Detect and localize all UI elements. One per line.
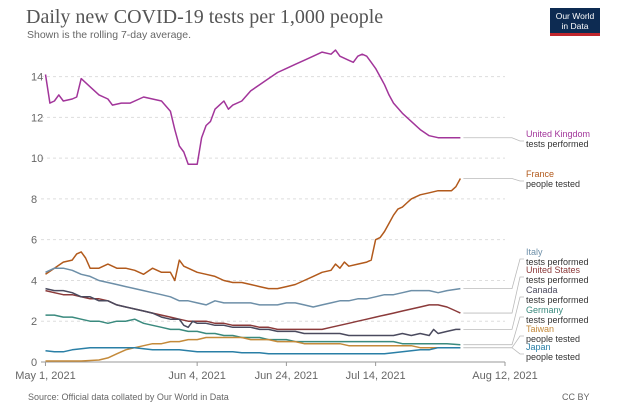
chart-subtitle: Shown is the rolling 7-day average. (27, 29, 192, 41)
legend-leader-france (463, 178, 524, 182)
legend-label-japan: Japan (526, 342, 551, 352)
x-tick-label: Jun 4, 2021 (168, 370, 226, 382)
license-label[interactable]: CC BY (562, 392, 590, 402)
y-tick-label: 0 (31, 357, 37, 369)
legend-sublabel-united-states: tests performed (526, 275, 589, 285)
legend-leader-germany (463, 316, 524, 346)
legend-sublabel-taiwan: people tested (526, 334, 580, 344)
legend-sublabel-japan: people tested (526, 352, 580, 362)
y-tick-label: 10 (31, 153, 43, 165)
y-tick-label: 8 (31, 194, 37, 206)
legend-leader-japan (463, 347, 524, 355)
legend-leader-united-kingdom (463, 137, 524, 142)
legend-leader-canada (463, 296, 524, 330)
y-tick-label: 12 (31, 112, 43, 124)
source-note[interactable]: Source: Official data collated by Our Wo… (28, 392, 229, 402)
legend-leader-united-states (463, 276, 524, 314)
legend-label-united-states: United States (526, 265, 581, 275)
series-line-germany (45, 314, 461, 346)
legend-sublabel-united-kingdom: tests performed (526, 139, 589, 149)
owid-logo[interactable]: Our World in Data (550, 8, 600, 36)
y-tick-label: 2 (31, 316, 37, 328)
legend-label-canada: Canada (526, 285, 558, 295)
legend-label-united-kingdom: United Kingdom (526, 129, 590, 139)
logo-line-1: Our World (555, 11, 595, 21)
series-line-united-kingdom (44, 49, 461, 165)
y-tick-label: 6 (31, 235, 37, 247)
legend-leader-italy (463, 258, 524, 290)
legend-label-italy: Italy (526, 247, 543, 257)
legend-sublabel-italy: tests performed (526, 257, 589, 267)
y-tick-label: 14 (31, 72, 43, 84)
y-tick-label: 4 (31, 275, 37, 287)
legend-label-france: France (526, 169, 554, 179)
series-line-italy (45, 267, 461, 308)
x-tick-label: Aug 12, 2021 (472, 370, 537, 382)
legend-label-germany: Germany (526, 305, 564, 315)
legend-leader-taiwan (463, 335, 524, 349)
series-line-france (45, 178, 462, 290)
series-line-japan (45, 346, 461, 355)
legend-sublabel-france: people tested (526, 179, 580, 189)
legend-label-taiwan: Taiwan (526, 324, 554, 334)
legend-sublabel-germany: tests performed (526, 315, 589, 325)
series-line-canada (45, 287, 461, 337)
logo-line-2: in Data (561, 21, 589, 31)
x-tick-label: Jun 24, 2021 (255, 370, 319, 382)
x-tick-label: Jul 14, 2021 (346, 370, 406, 382)
chart-title: Daily new COVID-19 tests per 1,000 peopl… (26, 6, 384, 28)
series-line-taiwan (45, 336, 461, 362)
legend-sublabel-canada: tests performed (526, 295, 589, 305)
x-tick-label: May 1, 2021 (15, 370, 76, 382)
